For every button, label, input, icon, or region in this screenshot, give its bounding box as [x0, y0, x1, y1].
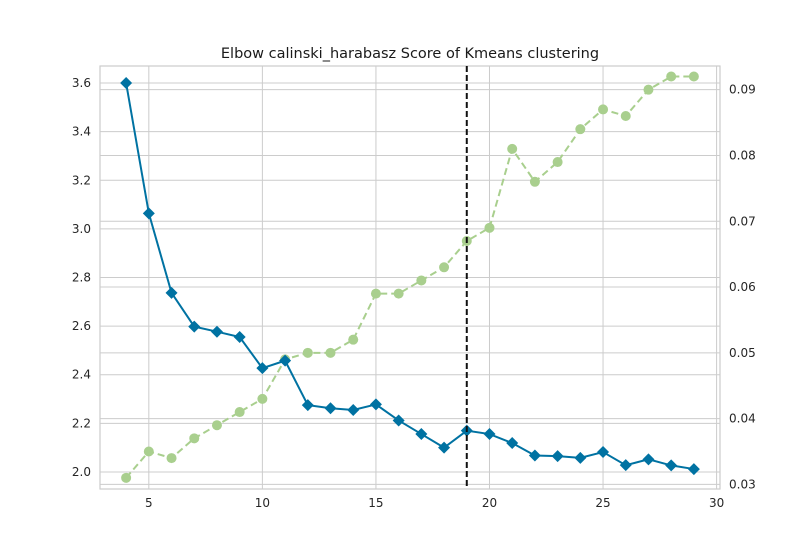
y-tick-label: 3.4	[72, 125, 91, 139]
fit-time-point	[688, 71, 699, 82]
fit-time-point	[575, 124, 586, 135]
score-point	[392, 414, 405, 427]
y2-tick-label: 0.04	[729, 412, 756, 426]
y2-tick-label: 0.08	[729, 148, 756, 162]
score-point	[120, 77, 133, 90]
y2-tick-label: 0.07	[729, 214, 756, 228]
fit-time-point	[552, 157, 563, 168]
score-point	[256, 362, 269, 375]
y-tick-label: 2.8	[72, 271, 91, 285]
fit-time-point	[507, 143, 518, 154]
fit-time-point	[348, 334, 359, 345]
x-tick-label: 25	[595, 496, 610, 510]
fit-time-point	[121, 472, 132, 483]
score-point	[574, 451, 587, 464]
score-point	[188, 320, 201, 333]
score-point	[233, 331, 246, 344]
x-tick-label: 5	[145, 496, 153, 510]
fit-time-point	[211, 420, 222, 431]
x-tick-label: 20	[482, 496, 497, 510]
y-tick-label: 2.2	[72, 416, 91, 430]
plot-frame	[99, 65, 721, 490]
fit-time-point	[234, 407, 245, 418]
chart-title: Elbow calinski_harabasz Score of Kmeans …	[221, 46, 599, 62]
fit-time-point	[393, 288, 404, 299]
score-point	[142, 207, 155, 220]
score-point	[597, 446, 610, 459]
fit-time-point	[666, 71, 677, 82]
x-tick-label: 10	[255, 496, 270, 510]
y-tick-label: 3.2	[72, 173, 91, 187]
score-point	[642, 453, 655, 466]
y2-tick-label: 0.03	[729, 477, 756, 491]
score-point	[665, 459, 678, 472]
score-point	[619, 459, 632, 472]
score-point	[369, 398, 382, 411]
fit-time-point	[257, 393, 268, 404]
score-point	[279, 354, 292, 367]
y2-tick-label: 0.05	[729, 346, 756, 360]
score-point	[165, 286, 178, 299]
fit-time-point	[166, 453, 177, 464]
fit-time-point	[620, 110, 631, 121]
score-point	[347, 403, 360, 416]
y2-tick-label: 0.09	[729, 83, 756, 97]
score-point	[483, 428, 496, 441]
y-tick-label: 2.6	[72, 319, 91, 333]
fit-time-point	[416, 275, 427, 286]
fit-time-point	[302, 347, 313, 358]
score-point	[301, 399, 314, 412]
fit-time-point	[598, 104, 609, 115]
score-point	[210, 325, 223, 338]
fit-time-point	[643, 84, 654, 95]
fit-time-point	[529, 176, 540, 187]
x-tick-label: 15	[368, 496, 383, 510]
y-tick-label: 2.0	[72, 465, 91, 479]
fit-time-point	[189, 433, 200, 444]
x-tick-label: 30	[709, 496, 724, 510]
fit-time-point	[484, 222, 495, 233]
score-point	[687, 463, 700, 476]
fit-time-point	[370, 288, 381, 299]
fit-time-point	[439, 262, 450, 273]
score-point	[438, 441, 451, 454]
score-point	[324, 402, 337, 415]
y-tick-label: 2.4	[72, 368, 91, 382]
y2-tick-label: 0.06	[729, 280, 756, 294]
y-tick-label: 3.0	[72, 222, 91, 236]
score-point	[551, 450, 564, 463]
score-point	[528, 449, 541, 462]
score-point	[506, 437, 519, 450]
fit-time-point	[325, 347, 336, 358]
fit-time-point	[143, 446, 154, 457]
score-point	[415, 428, 428, 441]
y-tick-label: 3.6	[72, 76, 91, 90]
